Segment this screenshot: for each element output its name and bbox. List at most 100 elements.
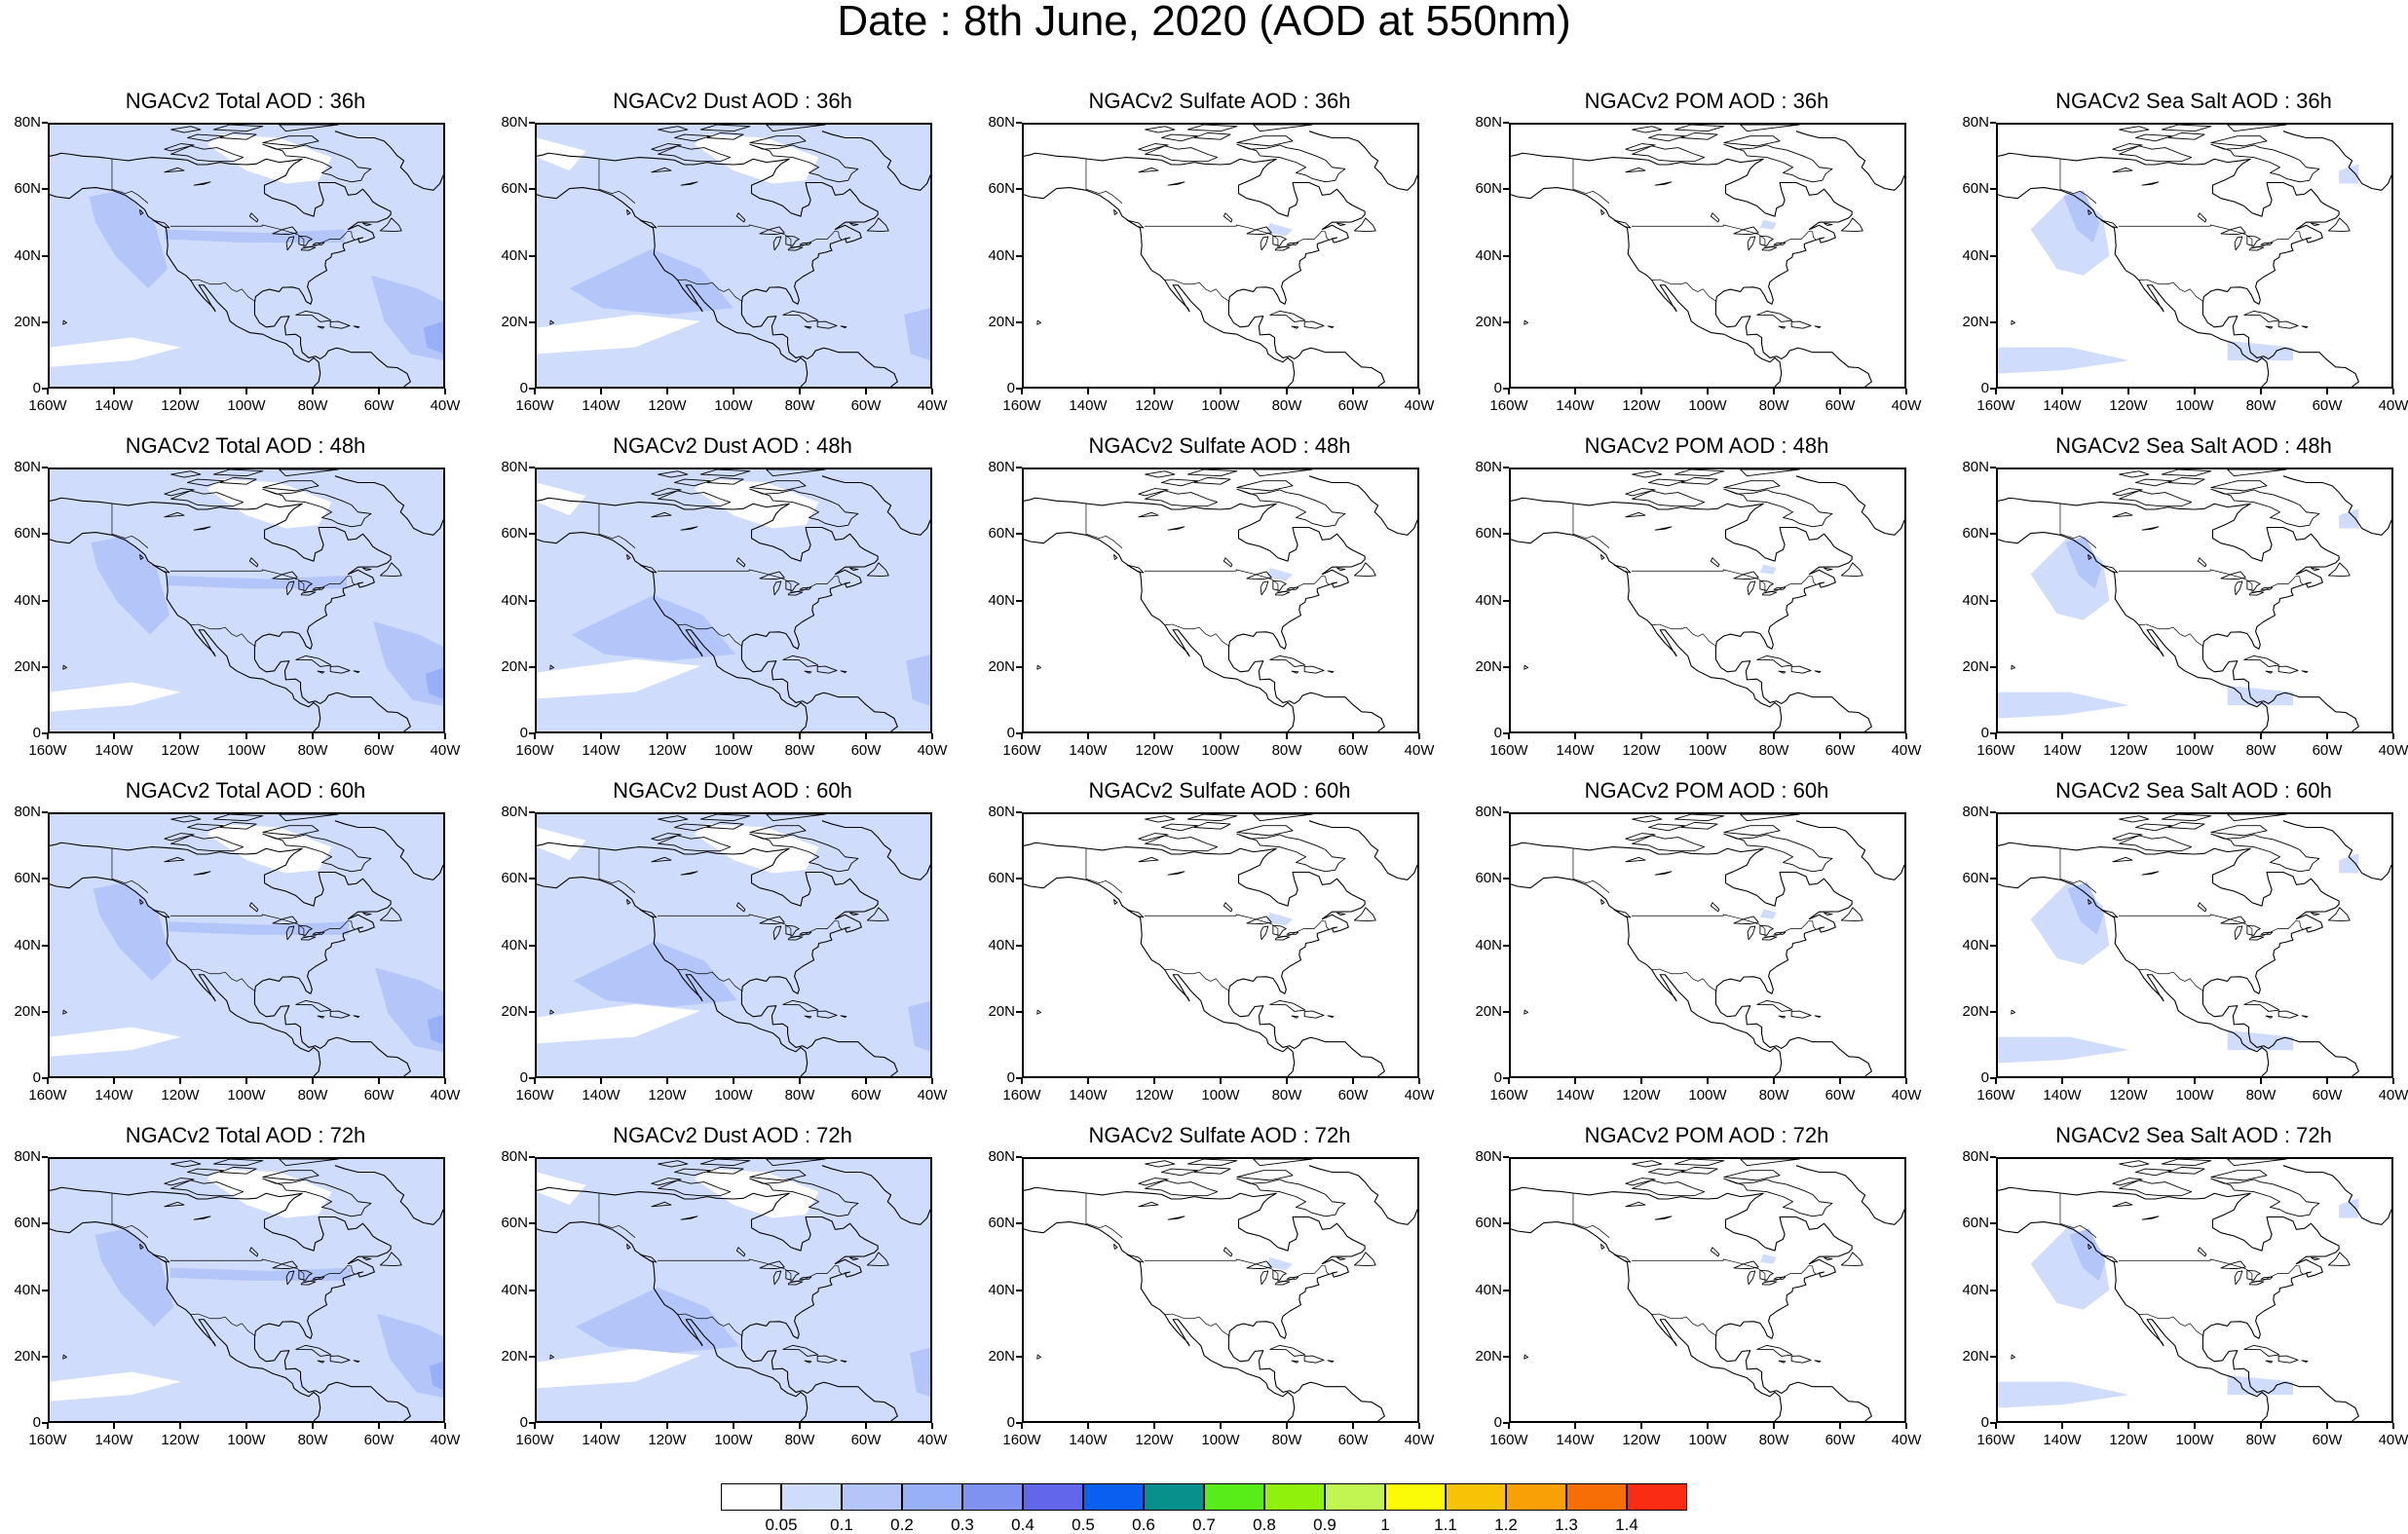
coastline-island: [1761, 1280, 1778, 1286]
lat-tick-label: 80N: [14, 114, 41, 131]
lon-tick-mark: [1574, 1423, 1576, 1429]
aod-shading-region: [1998, 1036, 2129, 1064]
coastline-island: [139, 208, 144, 215]
lat-tick-mark: [42, 665, 48, 668]
coastline-island: [1186, 125, 1238, 132]
lon-tick-label: 140W: [1069, 1432, 1108, 1448]
map-frame: [1022, 123, 1419, 389]
lon-tick-label: 140W: [2043, 1087, 2082, 1104]
aod-shading-region: [569, 248, 734, 316]
coastline-island: [312, 586, 325, 590]
coastline-island: [1723, 488, 1833, 528]
coastline-island: [816, 1355, 838, 1364]
lon-tick-label: 140W: [1556, 1432, 1595, 1448]
coastline-island: [1327, 1360, 1335, 1363]
coastline-island: [1680, 1166, 1718, 1175]
figure-title: Date : 8th June, 2020 (AOD at 550nm): [837, 0, 1571, 45]
map-canvas: [1024, 814, 1417, 1076]
lat-tick-label: 20N: [988, 1347, 1015, 1365]
lon-tick-label: 120W: [2109, 397, 2148, 414]
coastline-island: [1291, 1015, 1299, 1019]
lon-tick-mark: [2127, 733, 2129, 739]
lon-tick-label: 140W: [94, 1087, 133, 1104]
lon-tick-mark: [2392, 733, 2394, 739]
map-canvas: [50, 814, 443, 1076]
lat-tick-label: 80N: [14, 804, 41, 820]
colorbar-label: 0.3: [951, 1515, 974, 1534]
lon-tick-mark: [1021, 1078, 1023, 1084]
border-us-mexico: [1164, 623, 1230, 648]
coastline-island: [1723, 143, 1833, 183]
coastline-island: [1778, 325, 1787, 329]
lon-tick-mark: [534, 1423, 536, 1429]
lon-tick-mark: [2326, 389, 2328, 394]
lat-tick-label: 20N: [501, 657, 528, 675]
panel-title: NGACv2 Sulfate AOD : 72h: [1088, 1123, 1351, 1147]
lat-tick-mark: [1016, 1422, 1022, 1424]
coastline-island: [2234, 236, 2243, 251]
coastline-island: [1625, 511, 1646, 518]
aod-shading-region: [1266, 222, 1294, 237]
coastline-island: [639, 219, 658, 229]
lon-tick-label: 100W: [2175, 742, 2214, 759]
map-panel-dust-72h: NGACv2 Dust AOD : 72h 80N 60N 40N 20N 0 160W 14…: [489, 1125, 976, 1471]
lat-tick-label: 80N: [988, 1148, 1015, 1165]
coastline-island: [1327, 1015, 1335, 1018]
coastline-island: [248, 212, 259, 223]
coastline-island: [362, 567, 372, 572]
coastline-island: [2100, 1253, 2119, 1263]
map-frame: [1022, 812, 1419, 1078]
lon-tick-label: 120W: [648, 397, 687, 414]
panel-title: NGACv2 Sea Salt AOD : 36h: [2055, 89, 2332, 113]
lon-tick-mark: [2061, 1078, 2063, 1084]
coastline-island: [2260, 242, 2274, 245]
border-us-canada: [2118, 224, 2304, 248]
coastline-island: [1632, 1179, 1706, 1197]
coastline-island: [295, 310, 332, 322]
coastline-island: [2277, 320, 2299, 329]
coastline-greenland: [2282, 1165, 2391, 1225]
lon-tick-label: 120W: [2109, 1432, 2148, 1448]
coastline-island: [1613, 909, 1632, 918]
lon-tick-mark: [1153, 389, 1155, 394]
lon-tick-label: 160W: [1002, 1432, 1041, 1448]
lon-tick-label: 40W: [1891, 397, 1922, 414]
lat-tick-label: 40N: [14, 246, 41, 264]
coastline-island: [787, 935, 804, 941]
map-canvas: [1511, 1159, 1904, 1421]
aod-shading-region: [376, 1313, 443, 1398]
lat-tick-mark: [1990, 388, 1996, 390]
border-us-mexico: [2138, 623, 2204, 648]
coastline-island: [1680, 131, 1718, 140]
map-panel-pom-36h: NGACv2 POM AOD : 36h 80N 60N 40N 20N 0 160W 140…: [1463, 91, 1950, 436]
coastline-island: [1761, 245, 1778, 251]
coastline-island: [2161, 469, 2212, 477]
lat-tick-mark: [1016, 732, 1022, 734]
lat-tick-mark: [1016, 254, 1022, 257]
aod-shading-region: [2339, 164, 2359, 184]
coastline-island: [1840, 1252, 1863, 1267]
lon-tick-label: 40W: [2378, 742, 2408, 759]
border-us-mexico: [190, 1313, 256, 1337]
coastline-island: [1269, 655, 1306, 667]
lat-tick-mark: [1016, 811, 1022, 813]
lon-tick-label: 140W: [1556, 397, 1595, 414]
panel-title: NGACv2 Sea Salt AOD : 72h: [2055, 1123, 2332, 1147]
lat-tick-mark: [529, 254, 535, 257]
lat-tick-mark: [1016, 944, 1022, 947]
lon-tick-label: 140W: [582, 397, 621, 414]
lon-tick-mark: [865, 389, 867, 394]
coastline-island: [1236, 825, 1294, 837]
lat-tick-mark: [1503, 944, 1509, 947]
lat-tick-label: 60N: [1475, 1215, 1502, 1232]
aod-shading-region: [694, 1169, 819, 1218]
lat-tick-label: 40N: [1962, 591, 1989, 609]
lon-tick-mark: [733, 389, 734, 394]
coastline-island: [1761, 590, 1778, 596]
lon-tick-label: 60W: [1337, 397, 1369, 414]
coastline-island: [1790, 1010, 1812, 1019]
lat-tick-label: 60N: [988, 870, 1015, 887]
coastline-island: [1145, 835, 1219, 852]
coastline-island: [549, 319, 554, 325]
coastline-island: [1274, 935, 1291, 941]
